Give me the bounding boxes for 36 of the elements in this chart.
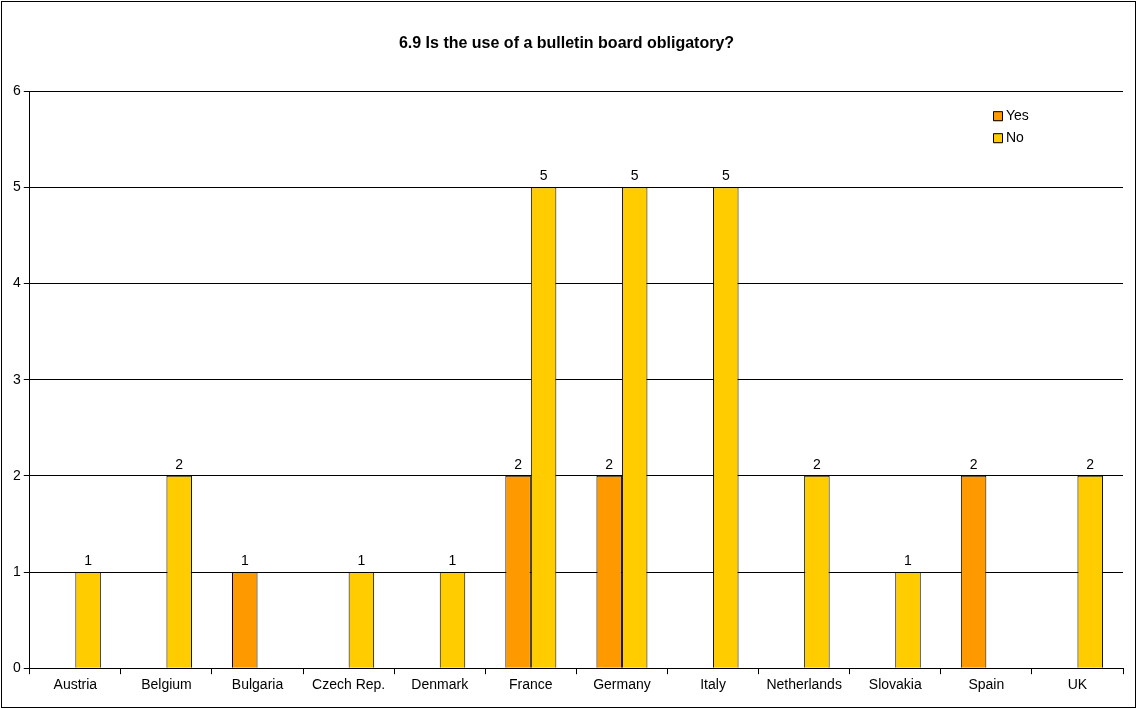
x-tick-label: Belgium [141,676,192,693]
data-label: 5 [539,167,548,184]
data-label: 1 [357,551,366,568]
legend-label: No [1006,129,1025,146]
data-label: 1 [84,551,93,568]
data-label: 1 [904,551,913,568]
y-tick-label: 2 [12,466,21,483]
x-tick-label: Spain [968,676,1005,693]
y-tick-label: 5 [12,178,21,195]
x-tick-label: Italy [700,676,726,693]
x-tick-label: Slovakia [868,676,922,693]
data-label: 2 [1086,455,1095,472]
y-tick-label: 0 [12,659,21,676]
data-label: 2 [605,455,614,472]
y-tick-label: 3 [12,370,21,387]
x-tick-label: Germany [593,676,651,693]
x-tick-label: France [509,676,553,693]
y-tick-label: 6 [12,82,21,99]
x-tick-label: Denmark [411,676,470,693]
data-label: 2 [813,455,821,472]
data-label: 2 [175,455,184,472]
x-tick-label: Austria [53,676,98,693]
legend-label: Yes [1006,107,1029,124]
data-label: 1 [448,551,457,568]
data-label: 2 [969,455,978,472]
x-tick-label: UK [1067,676,1088,693]
data-label: 5 [630,167,639,184]
data-label: 1 [240,551,249,568]
chart-title: 6.9 Is the use of a bulletin board obligatory? [398,34,735,52]
data-label: 2 [514,455,523,472]
y-tick-label: 1 [12,562,21,579]
x-tick-label: Netherlands [766,676,842,693]
x-tick-label: Bulgaria [231,676,284,693]
y-tick-label: 4 [12,274,21,291]
x-tick-label: Czech Rep. [312,676,386,693]
data-label: 5 [721,167,730,184]
